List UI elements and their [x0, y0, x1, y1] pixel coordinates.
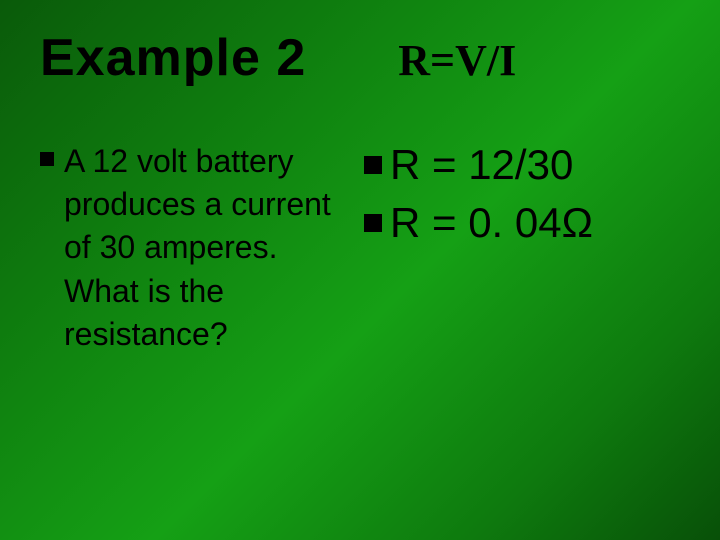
- slide-title: Example 2: [40, 28, 306, 88]
- list-item: A 12 volt battery produces a current of …: [40, 140, 350, 356]
- square-bullet-icon: [364, 156, 382, 174]
- square-bullet-icon: [40, 152, 54, 166]
- square-bullet-icon: [364, 214, 382, 232]
- list-item: R = 0. 04Ω: [364, 198, 680, 248]
- solution-step-2: R = 0. 04Ω: [390, 198, 593, 248]
- formula-text: R=V/I: [398, 35, 516, 86]
- left-column: A 12 volt battery produces a current of …: [40, 140, 360, 520]
- problem-text: A 12 volt battery produces a current of …: [64, 140, 350, 356]
- list-item: R = 12/30: [364, 140, 680, 190]
- title-row: Example 2 R=V/I: [40, 28, 680, 88]
- solution-step-1: R = 12/30: [390, 140, 573, 190]
- content-columns: A 12 volt battery produces a current of …: [40, 140, 680, 520]
- right-column: R = 12/30 R = 0. 04Ω: [360, 140, 680, 520]
